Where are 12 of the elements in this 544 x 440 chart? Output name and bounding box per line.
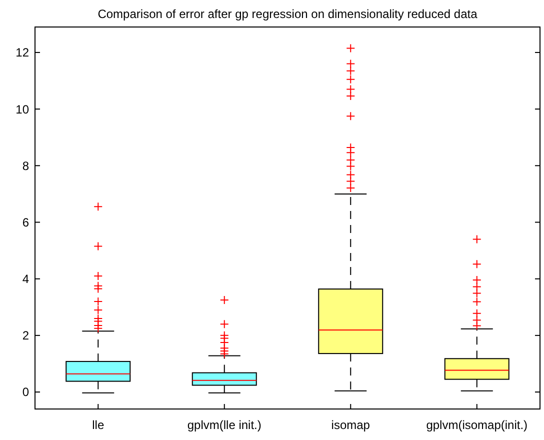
y-tick-label: 6 [22,215,30,230]
x-tick-label: gplvm(lle init.) [187,418,262,432]
y-tick-label: 12 [16,46,30,60]
y-tick-label: 10 [16,102,30,116]
y-tick-label: 4 [22,272,30,286]
x-tick-label: gplvm(isomap(init.) [426,418,528,432]
x-tick-label: isomap [331,418,370,432]
chart-title: Comparison of error after gp regression on dimensionality reduced data [98,7,478,21]
x-tick-label: lle [92,418,104,432]
y-tick-label: 8 [22,158,30,173]
y-tick-label: 2 [22,328,30,343]
y-tick-label: 0 [22,385,30,400]
